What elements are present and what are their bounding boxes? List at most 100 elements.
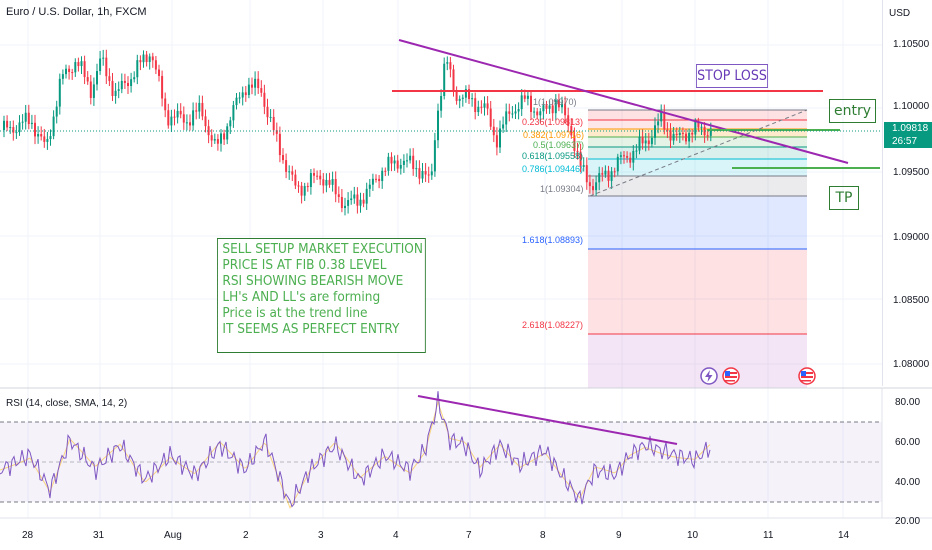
fib-label: 0.382(1.09716) [523, 130, 585, 140]
lightning-icon[interactable] [700, 367, 718, 385]
rsi-line [0, 391, 711, 508]
fib-band [588, 129, 807, 137]
note-line: PRICE IS AT FIB 0.38 LEVEL [222, 257, 387, 273]
candle-body [635, 150, 638, 152]
candle-body [557, 100, 560, 108]
candle-body [368, 184, 371, 189]
time-tick: 9 [616, 530, 622, 541]
currency-button[interactable]: USD [889, 8, 911, 19]
fib-band [588, 196, 807, 249]
rsi-tick: 60.00 [895, 437, 921, 448]
candle-body [139, 60, 142, 63]
candle-body [325, 179, 328, 186]
fib-label: 2.618(1.08227) [522, 320, 584, 330]
candle-body [526, 95, 529, 99]
candle-body [576, 150, 579, 152]
fib-label: 1(1.09304) [540, 184, 584, 194]
candle-body [344, 205, 346, 208]
candle-body [551, 105, 554, 114]
rsi-tick: 40.00 [895, 477, 921, 488]
candle-body [474, 98, 477, 113]
candle-body [430, 171, 433, 176]
candle-body [40, 134, 43, 137]
candle-body [282, 155, 284, 161]
candle-body [77, 62, 80, 67]
candle-body [18, 122, 21, 133]
time-tick: 11 [763, 530, 774, 541]
candle-body [334, 179, 337, 195]
us-flag-icon[interactable] [798, 367, 816, 385]
candle-body [309, 173, 312, 188]
candle-body [328, 179, 331, 185]
candle-body [195, 110, 198, 112]
symbol-title[interactable]: Euro / U.S. Dollar, 1h, FXCM [6, 6, 147, 18]
candle-body [170, 116, 173, 126]
candle-body [644, 140, 647, 144]
candle-body [672, 133, 675, 141]
candle-body [709, 128, 712, 136]
candle-body [120, 80, 123, 90]
candle-body [130, 79, 133, 87]
candle-body [24, 112, 27, 122]
candle-body [278, 133, 281, 156]
candle-body [706, 135, 709, 137]
candle-body [114, 90, 117, 96]
candle-body [502, 124, 505, 129]
fib-band [588, 249, 807, 334]
candle-body [15, 132, 18, 134]
candle-body [34, 122, 36, 137]
candle-body [412, 155, 415, 169]
candle-body [641, 136, 644, 144]
candle-body [433, 140, 436, 172]
candle-body [446, 62, 449, 64]
candle-body [619, 155, 622, 157]
price-tick: 1.08500 [893, 295, 930, 306]
candle-body [117, 89, 120, 91]
candle-body [294, 174, 297, 186]
fib-band [588, 137, 807, 147]
candle-body [30, 122, 33, 125]
candle-body [567, 115, 570, 126]
candle-body [508, 111, 511, 114]
time-tick: 7 [466, 530, 472, 541]
candle-countdown: 26:57 [892, 136, 918, 147]
candle-body [263, 92, 266, 107]
candle-body [657, 121, 660, 126]
rsi-indicator-label[interactable]: RSI (14, close, SMA, 14, 2) [6, 398, 128, 409]
candle-body [331, 179, 334, 185]
trade-note-box[interactable]: SELL SETUP MARKET EXECUTION PRICE IS AT … [217, 238, 426, 353]
candle-body [542, 105, 545, 112]
candle-body [213, 139, 216, 141]
candle-body [288, 171, 291, 173]
candle-body [68, 68, 71, 73]
price-axis[interactable] [882, 26, 932, 386]
candle-body [89, 81, 92, 98]
us-flag-icon[interactable] [722, 367, 740, 385]
entry-label[interactable]: entry [829, 99, 876, 123]
candle-body [154, 60, 157, 70]
candle-body [595, 182, 598, 191]
stop-loss-label[interactable]: STOP LOSS [696, 64, 768, 88]
candle-body [666, 129, 669, 131]
candle-body [80, 61, 83, 67]
candle-body [573, 135, 576, 151]
take-profit-label[interactable]: TP [829, 186, 859, 210]
current-price-badge: 1.09818 26:57 [884, 122, 932, 148]
candle-body [105, 57, 108, 77]
candle-body [588, 182, 591, 187]
candle-body [554, 100, 557, 114]
candle-body [285, 160, 288, 172]
candle-body [579, 151, 582, 167]
candle-body [223, 133, 226, 140]
candle-body [65, 68, 67, 75]
candle-body [443, 63, 446, 96]
fib-label: 0.786(1.09446) [522, 164, 584, 174]
candle-body [483, 103, 486, 108]
rsi-ma-line [0, 400, 711, 509]
candle-body [396, 160, 399, 169]
candle-body [449, 62, 452, 70]
fib-band [588, 159, 807, 176]
candle-body [564, 103, 567, 116]
candle-body [204, 116, 207, 127]
